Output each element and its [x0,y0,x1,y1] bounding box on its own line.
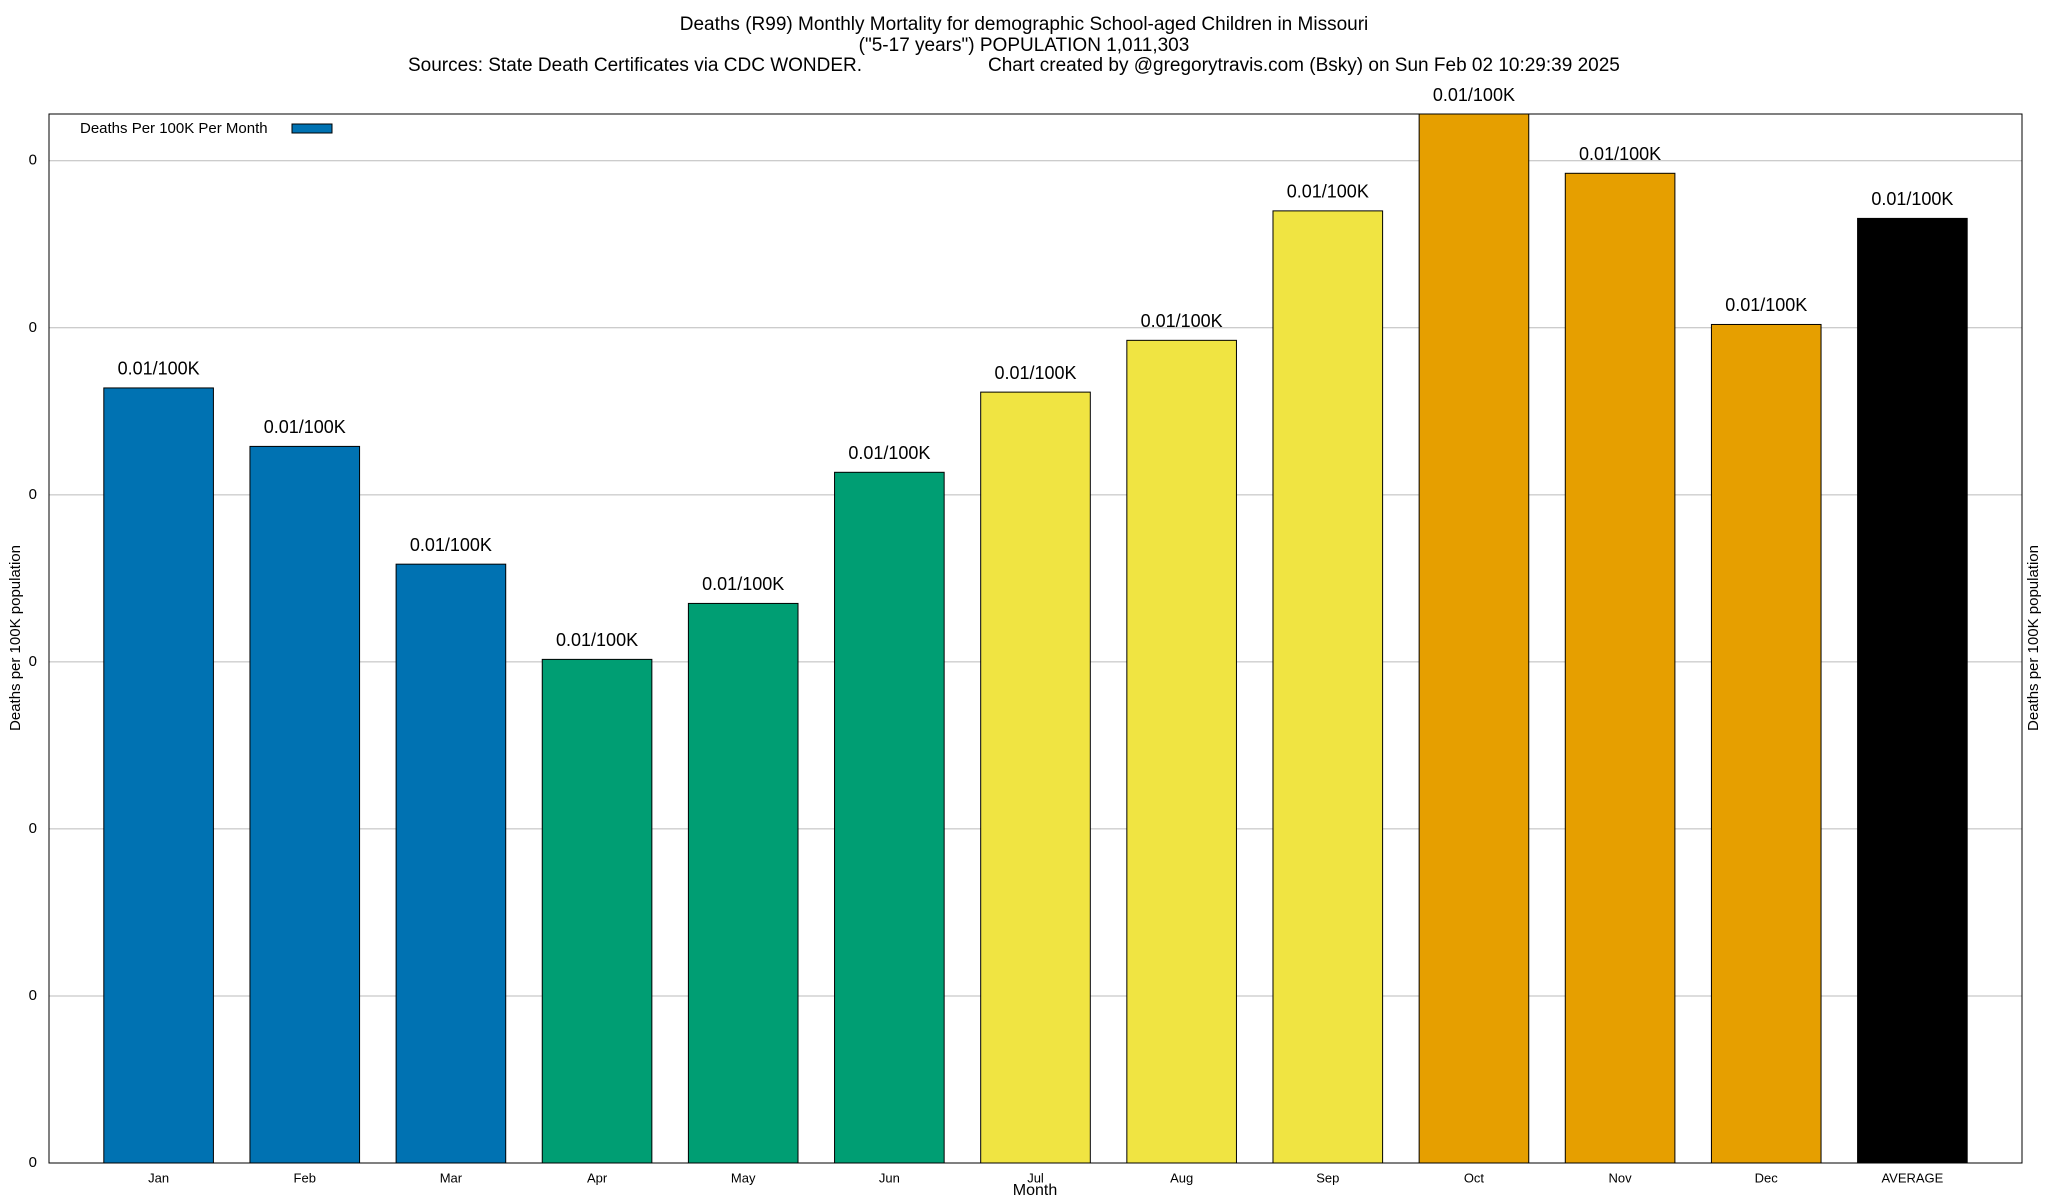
value-label: 0.01/100K [556,630,638,650]
x-tick-label: May [731,1170,756,1185]
y-tick-label: 0 [29,152,37,169]
value-label: 0.01/100K [1579,144,1661,164]
y-tick-label: 0 [29,319,37,336]
x-tick-label: Jan [148,1170,169,1185]
source-note: Sources: State Death Certificates via CD… [408,55,862,76]
value-label: 0.01/100K [1141,311,1223,331]
y-tick-label: 0 [29,987,37,1004]
bar [541,658,653,1164]
x-tick-label: Mar [440,1170,463,1185]
bar [834,471,945,1164]
chart-title: Deaths (R99) Monthly Mortality for demog… [680,14,1369,35]
y-tick-label: 0 [29,820,37,837]
bar [1564,172,1676,1164]
bar [1126,339,1237,1164]
x-tick-label: Feb [294,1170,316,1185]
y-tick-label: 0 [29,486,37,503]
value-label: 0.01/100K [1725,295,1807,315]
credit-note: Chart created by @gregorytravis.com (Bsk… [988,55,1620,76]
value-label: 0.01/100K [118,359,200,379]
value-label: 0.01/100K [410,535,492,555]
legend-swatch [291,123,333,134]
value-label: 0.01/100K [264,417,346,437]
value-label: 0.01/100K [848,443,930,463]
y2-axis-title: Deaths per 100K population [2025,545,2042,731]
bar [1710,323,1822,1164]
x-tick-label: Apr [587,1170,608,1185]
x-axis-title: Month [1013,1182,1057,1199]
value-label: 0.01/100K [1433,85,1515,105]
value-label: 0.01/100K [994,363,1076,383]
x-tick-label: Aug [1170,1170,1193,1185]
y-axis-title: Deaths per 100K population [7,545,24,731]
value-label: 0.01/100K [1287,182,1369,202]
legend-label: Deaths Per 100K Per Month [80,120,268,137]
x-tick-label: AVERAGE [1881,1170,1943,1185]
bar [249,445,361,1164]
x-tick-label: Oct [1464,1170,1485,1185]
x-tick-label: Nov [1609,1170,1633,1185]
bar [103,387,214,1164]
bar [687,602,799,1164]
bar [1272,210,1384,1164]
bar [395,563,507,1164]
value-label: 0.01/100K [1871,189,1953,209]
x-tick-label: Sep [1316,1170,1339,1185]
x-tick-label: Jun [879,1170,900,1185]
bar [980,391,1091,1164]
y-tick-label: 0 [29,653,37,670]
value-label: 0.01/100K [702,574,784,594]
x-tick-label: Dec [1755,1170,1779,1185]
bar [1418,113,1530,1164]
x-tick-label: Jul [1027,1170,1044,1185]
y-tick-label: 0 [29,1154,37,1171]
chart-subtitle: ("5-17 years") POPULATION 1,011,303 [859,35,1190,56]
plot-frame [48,113,2023,1164]
bar [1857,217,1968,1164]
